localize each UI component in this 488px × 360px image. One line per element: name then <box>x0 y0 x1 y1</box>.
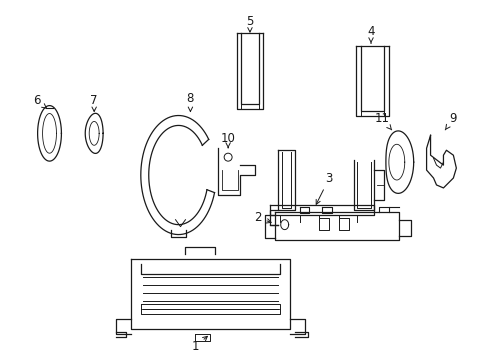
Text: 9: 9 <box>444 112 456 130</box>
Text: 4: 4 <box>366 24 374 43</box>
Text: 7: 7 <box>90 94 98 112</box>
Text: 2: 2 <box>254 211 270 224</box>
Text: 3: 3 <box>316 171 332 204</box>
Text: 1: 1 <box>191 336 207 353</box>
Text: 11: 11 <box>374 112 391 130</box>
Text: 5: 5 <box>246 15 253 32</box>
Text: 10: 10 <box>220 132 235 148</box>
Text: 8: 8 <box>186 92 194 112</box>
Text: 6: 6 <box>33 94 46 108</box>
